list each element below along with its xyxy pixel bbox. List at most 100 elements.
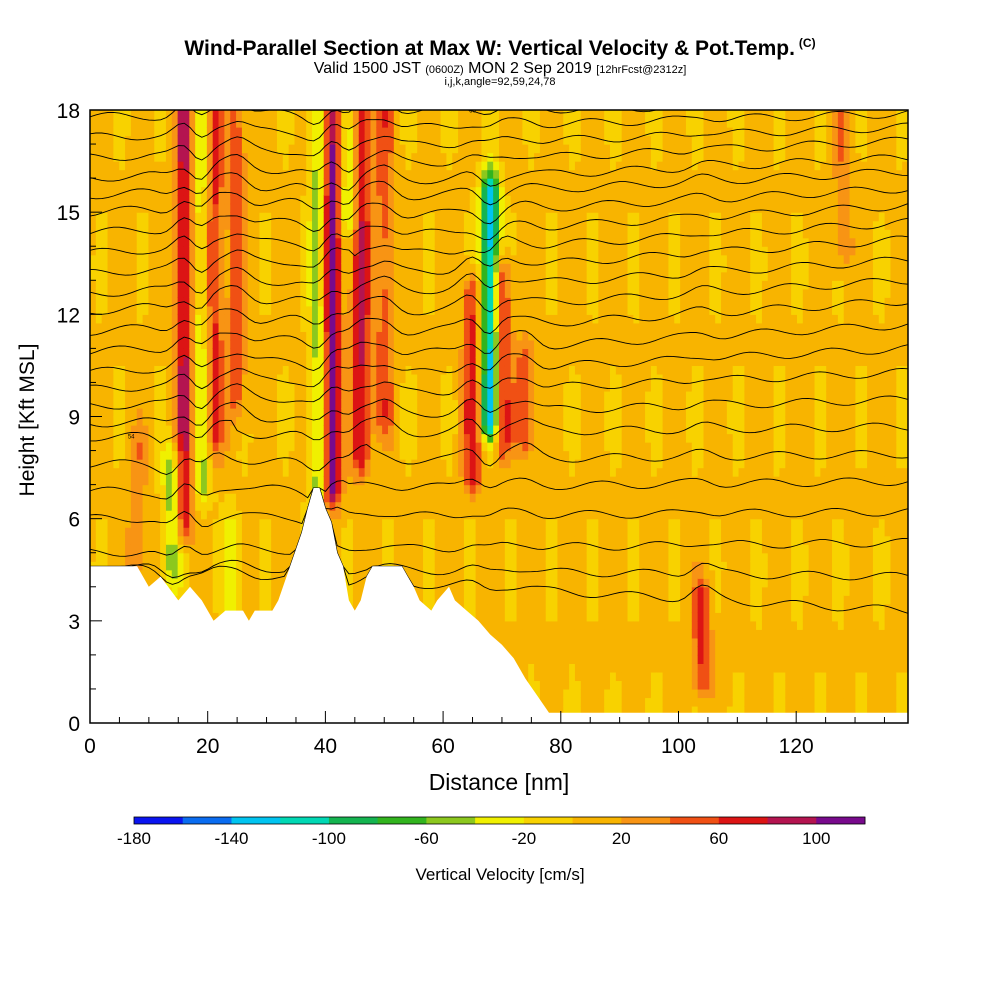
velocity-cell xyxy=(423,535,430,545)
velocity-cell xyxy=(294,246,301,256)
velocity-cell xyxy=(306,450,313,460)
velocity-cell xyxy=(417,271,424,281)
velocity-cell xyxy=(481,552,488,562)
velocity-cell xyxy=(475,433,483,443)
velocity-cell xyxy=(259,382,266,392)
velocity-cell xyxy=(428,203,436,213)
velocity-cell xyxy=(399,161,407,171)
velocity-cell xyxy=(463,135,471,145)
velocity-cell xyxy=(469,390,477,401)
velocity-cell xyxy=(136,305,144,315)
velocity-cell xyxy=(358,339,366,349)
velocity-cell xyxy=(95,476,103,486)
velocity-cell xyxy=(405,544,412,554)
velocity-cell xyxy=(218,314,225,324)
velocity-cell xyxy=(224,339,231,349)
velocity-cell xyxy=(475,254,483,264)
velocity-cell xyxy=(125,229,132,239)
velocity-cell xyxy=(125,237,132,247)
velocity-cell xyxy=(417,314,424,324)
velocity-cell xyxy=(247,399,255,409)
velocity-cell xyxy=(160,195,167,205)
velocity-cell xyxy=(411,331,418,341)
velocity-cell xyxy=(154,186,161,196)
velocity-cell xyxy=(434,493,442,503)
velocity-cell xyxy=(218,305,225,315)
velocity-cell xyxy=(417,110,424,120)
velocity-cell xyxy=(265,195,272,205)
velocity-cell xyxy=(382,518,389,528)
velocity-cell xyxy=(212,535,220,545)
velocity-cell xyxy=(458,178,465,188)
velocity-cell xyxy=(341,493,348,503)
velocity-cell xyxy=(434,212,442,222)
velocity-cell xyxy=(352,467,360,477)
velocity-cell xyxy=(411,305,418,315)
velocity-cell xyxy=(271,501,278,511)
velocity-cell xyxy=(241,603,249,613)
velocity-cell xyxy=(300,399,307,409)
velocity-cell xyxy=(329,433,336,443)
velocity-cell xyxy=(469,237,477,247)
velocity-cell xyxy=(276,365,284,375)
velocity-cell xyxy=(440,425,448,435)
velocity-cell xyxy=(399,407,407,418)
velocity-cell xyxy=(154,127,161,137)
velocity-cell xyxy=(224,161,231,171)
velocity-cell xyxy=(107,561,114,571)
velocity-cell xyxy=(230,237,237,247)
velocity-cell xyxy=(224,356,231,367)
velocity-cell xyxy=(95,118,103,128)
velocity-cell xyxy=(452,118,459,128)
velocity-cell xyxy=(294,510,301,520)
velocity-cell xyxy=(241,442,249,452)
velocity-cell xyxy=(352,186,360,196)
velocity-cell xyxy=(417,280,424,290)
velocity-cell xyxy=(288,237,296,247)
velocity-cell xyxy=(405,161,412,171)
velocity-cell xyxy=(183,467,190,477)
velocity-cell xyxy=(165,407,173,418)
velocity-cell xyxy=(317,135,325,145)
velocity-cell xyxy=(171,407,179,418)
velocity-cell xyxy=(177,518,185,528)
velocity-cell xyxy=(113,535,120,545)
velocity-cell xyxy=(253,127,261,137)
velocity-cell xyxy=(206,271,214,281)
velocity-cell xyxy=(294,476,301,486)
velocity-cell xyxy=(463,382,471,392)
velocity-cell xyxy=(423,212,430,222)
velocity-cell xyxy=(107,484,114,494)
velocity-cell xyxy=(241,544,249,554)
velocity-cell xyxy=(189,569,196,579)
velocity-cell xyxy=(475,178,483,188)
velocity-cell xyxy=(370,254,377,264)
velocity-cell xyxy=(487,382,494,392)
velocity-cell xyxy=(393,246,401,256)
velocity-cell xyxy=(206,212,214,222)
velocity-cell xyxy=(282,110,290,120)
velocity-cell xyxy=(288,442,296,452)
velocity-cell xyxy=(487,578,494,588)
velocity-cell xyxy=(312,288,319,298)
velocity-cell xyxy=(382,144,389,154)
velocity-cell xyxy=(387,178,395,188)
velocity-cell xyxy=(90,373,97,384)
velocity-cell xyxy=(148,425,155,435)
velocity-cell xyxy=(317,467,325,477)
velocity-cell xyxy=(276,407,284,418)
velocity-cell xyxy=(382,135,389,145)
velocity-cell xyxy=(154,561,161,571)
velocity-cell xyxy=(271,339,278,349)
velocity-cell xyxy=(160,493,167,503)
velocity-cell xyxy=(142,569,150,579)
velocity-cell xyxy=(306,220,313,230)
velocity-cell xyxy=(160,518,167,528)
velocity-cell xyxy=(212,237,220,247)
velocity-cell xyxy=(434,390,442,401)
velocity-cell xyxy=(136,203,144,213)
velocity-cell xyxy=(405,561,412,571)
velocity-cell xyxy=(271,186,278,196)
velocity-cell xyxy=(230,484,237,494)
velocity-cell xyxy=(271,118,278,128)
